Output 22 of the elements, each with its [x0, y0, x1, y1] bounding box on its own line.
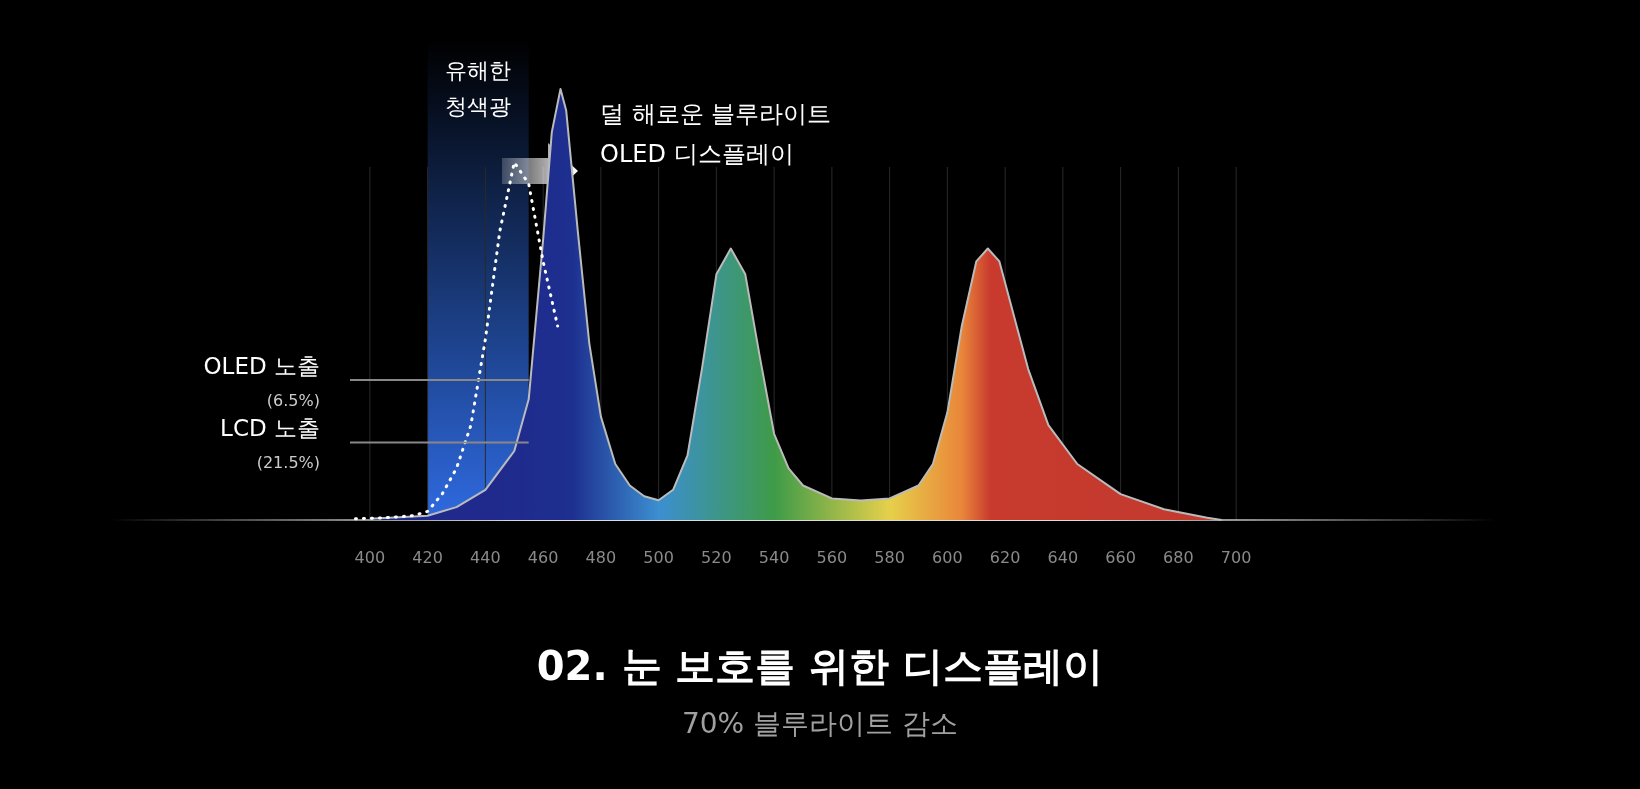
x-tick-label: 400 [354, 548, 386, 567]
band-label: 유해한 청색광 [445, 58, 512, 119]
x-tick-label: 600 [932, 548, 963, 567]
x-tick-label: 580 [874, 548, 905, 567]
x-tick-label: 680 [1163, 548, 1194, 567]
x-tick-label: 620 [989, 548, 1021, 567]
x-tick-label: 660 [1105, 548, 1136, 567]
x-tick-label: 700 [1220, 548, 1252, 567]
x-tick-label: 640 [1047, 548, 1079, 567]
x-tick-label: 440 [470, 548, 501, 567]
text: 02. 눈 보호를 위한 디스플레이 [536, 643, 1104, 689]
x-tick-label: 540 [758, 548, 790, 567]
x-tick-label: 500 [643, 548, 674, 567]
x-tick-label: 420 [412, 548, 443, 567]
ref-line-label: LCD 노출 (21.5%) [220, 415, 320, 473]
text: 70% 블루라이트 감소 [681, 707, 959, 740]
ref-line-label: OLED 노출 (6.5%) [203, 352, 320, 410]
x-tick-label: 460 [527, 548, 559, 567]
x-tick-label: 520 [701, 548, 732, 567]
x-tick-label: 480 [585, 548, 617, 567]
x-tick-label: 560 [816, 548, 848, 567]
annotation: 덜 해로운 블루라이트 OLED 디스플레이 [600, 100, 832, 168]
